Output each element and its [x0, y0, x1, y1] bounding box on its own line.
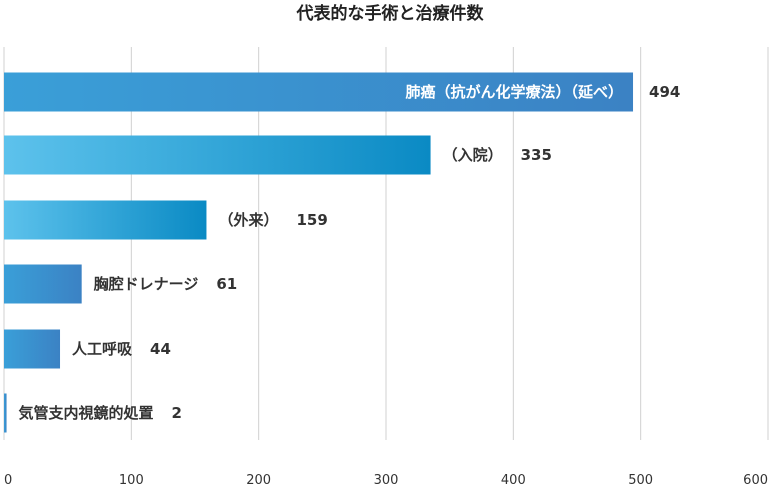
value-label: 2: [172, 404, 182, 422]
x-tick-label: 100: [119, 473, 144, 486]
bar-5: [4, 393, 7, 433]
bar-1: [4, 135, 431, 175]
x-tick-label: 400: [501, 473, 526, 486]
value-label: 61: [216, 275, 237, 293]
value-label: 159: [296, 211, 327, 229]
bar-labels: 肺癌（抗がん化学療法）（延べ） 494 （入院） 335 （外来） 159 胸腔ドレナージ 6…: [19, 83, 681, 422]
x-axis-ticks: 0 100 200 300 400 500 600: [4, 473, 768, 486]
category-label: 胸腔ドレナージ: [94, 275, 199, 293]
value-label: 494: [649, 83, 680, 101]
value-label: 44: [150, 340, 171, 358]
bar-0: [4, 72, 634, 112]
bar-2: [4, 200, 207, 240]
x-tick-label: 500: [628, 473, 653, 486]
category-label: （入院）: [443, 146, 503, 164]
x-tick-label: 300: [374, 473, 399, 486]
x-tick-label: 600: [743, 473, 768, 486]
category-label: 肺癌（抗がん化学療法）（延べ）: [406, 83, 624, 101]
x-tick-label: 0: [4, 473, 12, 486]
grid-lines: [3, 47, 769, 440]
bars: [4, 72, 634, 433]
category-label: 気管支内視鏡的処置: [19, 404, 154, 422]
category-label: （外来）: [218, 211, 278, 229]
x-tick-label: 200: [246, 473, 271, 486]
bar-3: [4, 264, 82, 304]
category-label: 人工呼吸: [72, 340, 133, 358]
chart-title: 代表的な手術と治療件数: [296, 3, 485, 24]
bar-4: [4, 329, 61, 369]
value-label: 335: [521, 146, 552, 164]
